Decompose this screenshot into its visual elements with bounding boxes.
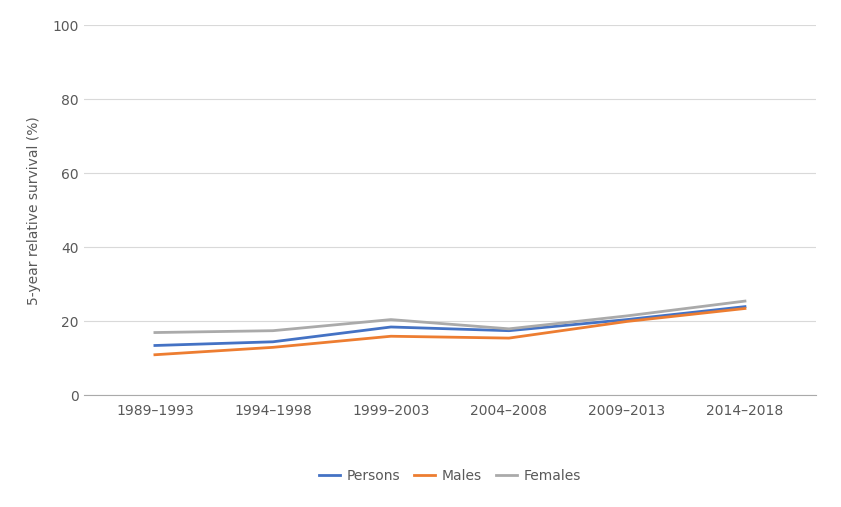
Y-axis label: 5-year relative survival (%): 5-year relative survival (%) [27,116,41,305]
Persons [621,316,632,322]
Females [621,313,632,319]
Males [150,352,160,358]
Line: Females: Females [155,301,745,333]
Males [621,318,632,324]
Persons [740,304,750,310]
Females [504,326,514,332]
Males [740,305,750,311]
Males [268,344,278,350]
Males [504,335,514,341]
Line: Males: Males [155,308,745,355]
Females [268,328,278,334]
Persons [150,342,160,348]
Females [150,330,160,336]
Males [386,333,396,339]
Persons [386,324,396,330]
Line: Persons: Persons [155,307,745,345]
Persons [504,328,514,334]
Legend: Persons, Males, Females: Persons, Males, Females [319,469,581,483]
Persons [268,339,278,345]
Females [740,298,750,304]
Females [386,316,396,322]
